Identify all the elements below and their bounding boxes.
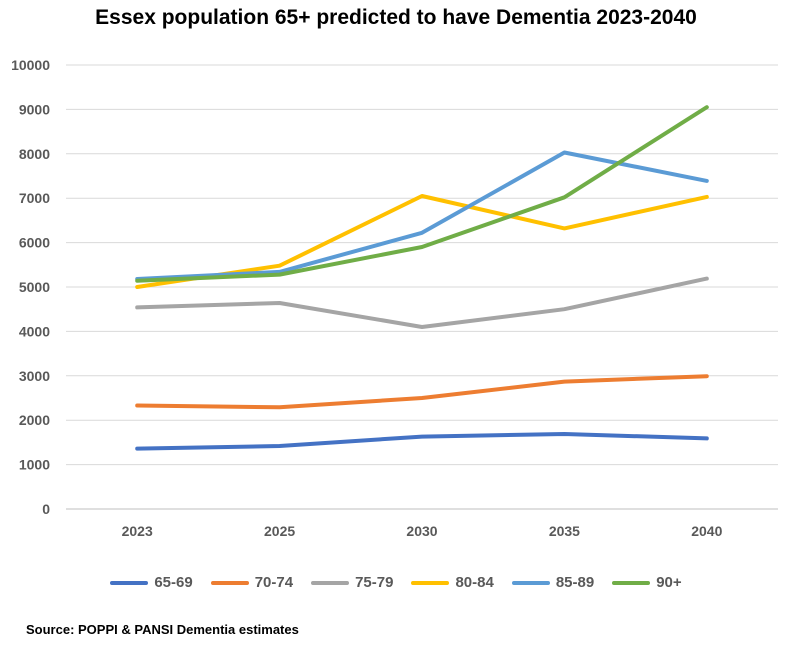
x-tick-label: 2023 <box>122 523 153 539</box>
y-tick-label: 9000 <box>19 101 50 117</box>
series-lines <box>135 105 709 451</box>
legend-swatch <box>110 580 149 585</box>
y-tick-label: 3000 <box>19 368 50 384</box>
y-tick-label: 4000 <box>19 323 50 339</box>
x-tick-label: 2040 <box>691 523 722 539</box>
chart-title: Essex population 65+ predicted to have D… <box>95 6 697 29</box>
legend-label: 85-89 <box>555 574 595 591</box>
y-tick-label: 1000 <box>19 457 50 473</box>
x-tick-label: 2025 <box>264 523 295 539</box>
y-tick-label: 6000 <box>19 235 50 251</box>
legend-label: 70-74 <box>254 574 294 591</box>
legend-item: 75-79 <box>311 574 393 591</box>
legend-item: 85-89 <box>511 574 595 591</box>
legend: 65-69 70-74 75-79 80-84 85-89 90+ <box>0 574 792 591</box>
legend-swatch <box>311 580 350 585</box>
y-tick-label: 7000 <box>19 190 50 206</box>
y-tick-label: 0 <box>42 501 50 517</box>
series-line-90+ <box>135 105 709 283</box>
legend-swatch <box>210 580 249 585</box>
y-tick-label: 10000 <box>11 57 50 73</box>
legend-label: 65-69 <box>154 574 193 591</box>
series-line-75-79 <box>135 276 709 329</box>
x-tick-label: 2035 <box>549 523 580 539</box>
series-line-65-69 <box>135 432 709 451</box>
y-tick-label: 5000 <box>19 279 50 295</box>
legend-item: 90+ <box>612 574 682 591</box>
legend-item: 65-69 <box>110 574 193 591</box>
y-tick-label: 8000 <box>19 146 50 162</box>
legend-swatch <box>411 580 450 585</box>
y-axis-ticks: 0 1000 2000 3000 4000 5000 6000 7000 8000 9000 100… <box>11 57 50 517</box>
legend-swatch <box>511 580 550 585</box>
legend-label: 80-84 <box>455 574 494 591</box>
x-axis-ticks: 2023 2025 2030 2035 2040 <box>122 523 723 539</box>
series-line-70-74 <box>135 374 709 410</box>
source-note: Source: POPPI & PANSI Dementia estimates <box>26 622 299 637</box>
legend-label: 90+ <box>656 574 682 591</box>
gridlines <box>66 64 778 510</box>
series-line-85-89 <box>135 150 709 281</box>
y-tick-label: 2000 <box>19 412 50 428</box>
legend-item: 80-84 <box>411 574 494 591</box>
legend-swatch <box>612 580 651 585</box>
legend-label: 75-79 <box>355 574 394 591</box>
legend-item: 70-74 <box>210 574 294 591</box>
x-tick-label: 2030 <box>406 523 437 539</box>
